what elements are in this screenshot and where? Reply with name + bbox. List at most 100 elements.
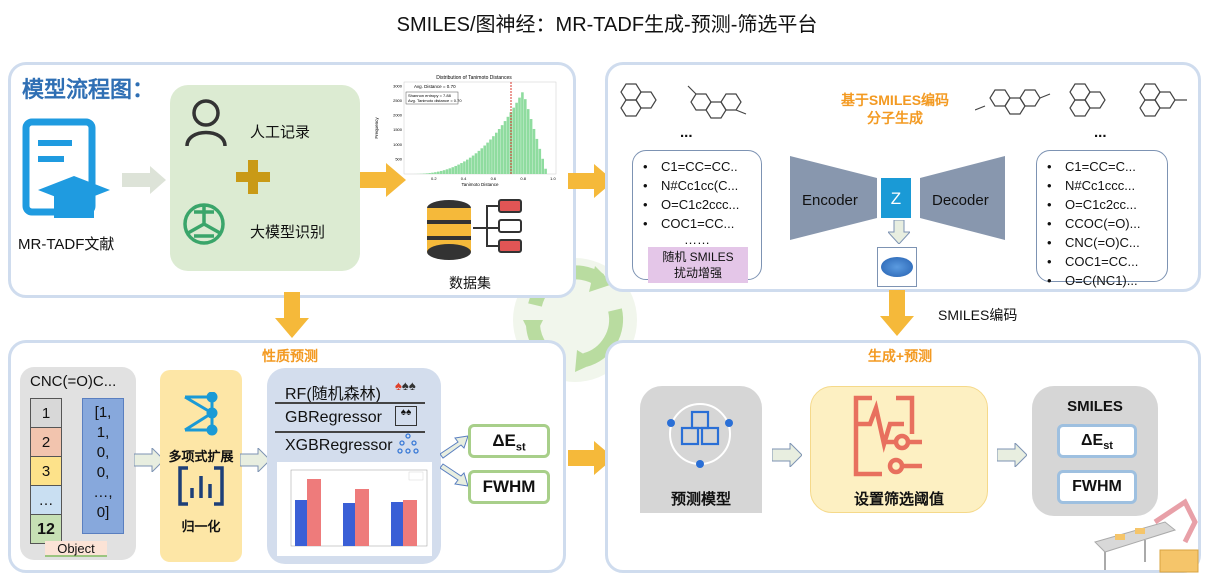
conveyor-robot-icon [1094, 498, 1199, 573]
histogram-legend: Avg. Distance = 0.70 [414, 84, 456, 89]
dataset-label: 数据集 [449, 275, 491, 291]
y-tick-label: 1000 [393, 142, 403, 147]
histogram-bar [468, 157, 472, 174]
histogram-bar [480, 148, 484, 174]
arrow-icon [568, 164, 614, 198]
target-label: FWHM [482, 477, 536, 496]
x-tick-label: 1.0 [550, 176, 556, 181]
model-cubes-icon [667, 403, 733, 468]
tree-icon: ♠♠♠ [395, 378, 416, 393]
predict-model-box [640, 386, 762, 513]
histogram-bar [454, 165, 457, 174]
preprocess-box [160, 370, 242, 562]
x-tick-label: 0.8 [520, 176, 526, 181]
latent-vector-box [877, 247, 917, 287]
smiles-input: CNC(=O)C... [30, 373, 117, 390]
histogram-bar [474, 153, 478, 174]
polynomial-icon [184, 392, 218, 436]
index-column: 1 2 3 … 12 [30, 398, 62, 544]
y-tick-label: 2000 [393, 113, 403, 118]
histogram-bar [483, 145, 486, 174]
index-cell: 3 [31, 457, 61, 486]
y-tick-label: 500 [395, 156, 402, 161]
augment-label-2: 扰动增强 [673, 266, 722, 280]
target-fwhm: FWHM [468, 470, 550, 504]
target-label: FWHM [1072, 478, 1122, 495]
divider [275, 431, 425, 433]
bar [391, 502, 403, 546]
y-axis-label: Frequency [374, 117, 379, 139]
database-icon [427, 199, 522, 260]
stat-distance: Avg. Tanimoto distance = 0.70 [408, 98, 462, 103]
model-xgb: XGBRegressor [285, 437, 393, 454]
histogram-bar [448, 168, 452, 174]
arrow-icon [360, 163, 406, 197]
model-gb: GBRegressor [285, 409, 382, 426]
manual-label: 人工记录 [250, 124, 311, 141]
histogram-bar [442, 170, 446, 174]
histogram-bar [515, 102, 518, 174]
bar [307, 479, 321, 546]
openai-icon [183, 203, 225, 245]
arrow-down-icon [880, 290, 914, 336]
histogram-bar [526, 109, 530, 174]
histogram-bar [425, 173, 428, 174]
encoder-shape [790, 156, 877, 240]
histogram-bar [506, 116, 510, 174]
input-smiles-list: C1=CC=CC..N#Cc1cc(C...O=C1c2ccc...COC1=C… [632, 150, 762, 283]
stat-entropy: Shannon entropy = 7.88 [408, 93, 452, 98]
plus-icon [236, 160, 270, 194]
threshold-label: 设置筛选阈值 [853, 491, 944, 508]
smiles-item: CNC(=O)C... [1047, 233, 1167, 252]
augment-label-1: 随机 SMILES [662, 250, 734, 264]
histogram-title: Distribution of Tanimoto Distances [436, 75, 512, 81]
decoder-label: Decoder [932, 192, 989, 209]
histogram-bar [457, 164, 460, 174]
smiles-item: N#Cc1ccc... [1047, 176, 1167, 195]
target-subscript: st [515, 441, 526, 454]
model-comparison-chart [277, 462, 432, 556]
histogram-bar [512, 107, 515, 174]
target-label: ΔE [492, 431, 516, 450]
arrow-down-icon [888, 220, 910, 244]
vector-value: 0, [96, 464, 110, 481]
tanimoto-histogram: Distribution of Tanimoto Distances Avg. … [374, 75, 557, 187]
output-smiles-list: C1=CC=C...N#Cc1ccc...O=C1c2cc...CCOC(=O)… [1036, 150, 1168, 288]
histogram-bar [451, 167, 455, 174]
histogram-bar [497, 129, 501, 174]
bar [355, 489, 369, 546]
vector-value: …, [93, 484, 113, 501]
smiles-item: C1=CC=C... [1047, 157, 1167, 176]
divider [275, 402, 425, 404]
histogram-bar [431, 172, 434, 174]
molecule-icon [975, 83, 1187, 117]
index-cell: 2 [31, 428, 61, 457]
smiles-item: COC1=CC... [643, 214, 761, 233]
x-tick-label: 0.4 [461, 176, 467, 181]
histogram-bar [521, 92, 524, 174]
generation-heading-2: 分子生成 [867, 110, 923, 126]
arrows-icon [440, 435, 469, 487]
smiles-item: O=C(NC1)... [1047, 271, 1167, 290]
histogram-bar [428, 173, 431, 174]
output-fwhm: FWHM [1057, 470, 1137, 504]
histogram-bar [541, 158, 544, 174]
smiles-item: COC1=CC... [1047, 252, 1167, 271]
y-tick-label: 2500 [393, 98, 403, 103]
y-tick-label: 1500 [393, 127, 403, 132]
histogram-bar [500, 125, 504, 174]
histogram-bar [518, 97, 521, 174]
more-indicator: …… [684, 232, 710, 247]
decoder-shape [920, 156, 1005, 240]
histogram-bar [434, 172, 437, 174]
forest-icon: ♠♠ [395, 406, 417, 426]
target-subscript: st [1103, 440, 1113, 453]
arrow-icon [772, 443, 802, 467]
encoder-label: Encoder [802, 192, 858, 209]
histogram-bar [445, 169, 449, 174]
histogram-bar [486, 142, 489, 174]
vector-value: 0, [96, 444, 110, 461]
feature-vector: [1, 1, 0, 0, …, 0] [82, 398, 124, 534]
autoencoder-diagram [790, 156, 1005, 240]
histogram-bar [524, 99, 527, 174]
